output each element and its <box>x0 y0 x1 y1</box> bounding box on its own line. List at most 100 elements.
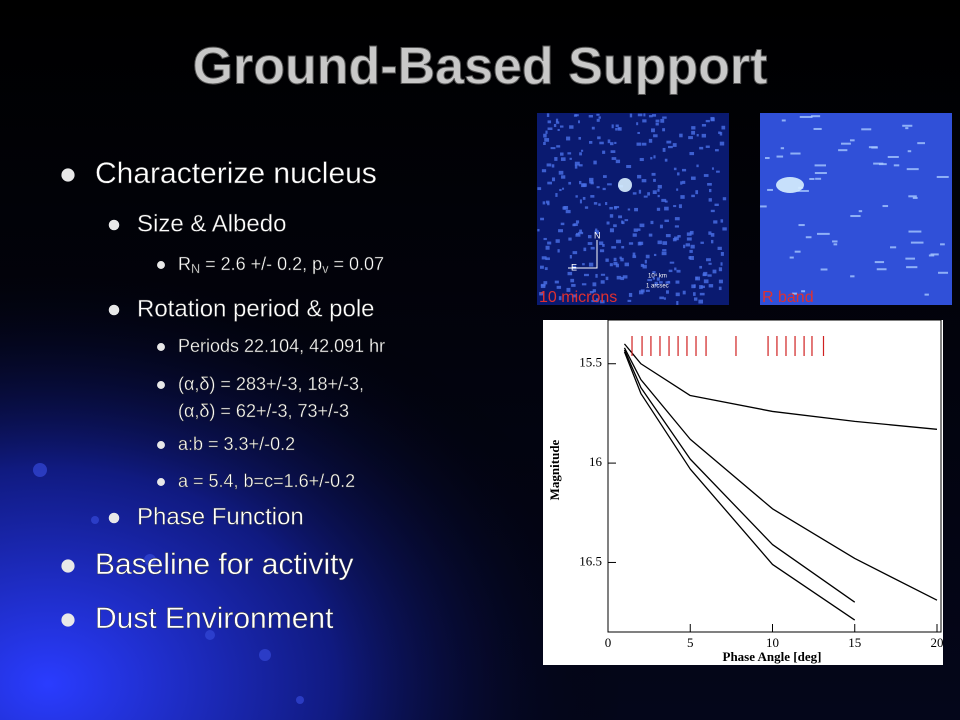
image-speck <box>554 280 559 284</box>
image-speck <box>583 273 589 277</box>
image-label: 1 arcsec <box>646 284 669 290</box>
image-speck <box>645 289 650 292</box>
image-speck <box>718 267 723 272</box>
image-speck <box>551 177 556 182</box>
image-speck <box>809 177 815 180</box>
x-tick-label: 10 <box>766 635 779 650</box>
image-speck <box>578 136 581 140</box>
image-speck <box>545 245 550 250</box>
image-speck <box>674 267 677 271</box>
image-speck <box>637 241 642 246</box>
image-speck <box>574 114 579 117</box>
y-tick-label: 16.5 <box>579 553 602 568</box>
image-speck <box>599 241 604 245</box>
image-speck <box>798 224 805 227</box>
image-speck <box>615 124 619 127</box>
image-speck <box>591 126 595 130</box>
image-speck <box>643 113 646 117</box>
image-speck <box>639 223 645 228</box>
image-speck <box>644 259 647 264</box>
image-speck <box>606 221 610 225</box>
image-speck <box>609 206 613 210</box>
image-speck <box>668 269 673 273</box>
image-speck <box>636 122 639 126</box>
image-speck <box>599 141 604 145</box>
image-speck <box>581 283 587 286</box>
image-speck <box>547 181 553 185</box>
image-speck <box>590 195 595 198</box>
image-speck <box>691 194 695 198</box>
image-speck <box>547 120 552 124</box>
image-speck <box>702 273 707 277</box>
image-speck <box>579 152 582 156</box>
image-speck <box>594 230 599 234</box>
bullet-dot <box>157 261 165 269</box>
image-speck <box>688 136 693 140</box>
bullet-text: (α,δ) = 62+/-3, 73+/-3 <box>178 401 349 421</box>
image-speck <box>776 155 784 158</box>
image-speck <box>648 115 653 118</box>
image-speck <box>797 189 809 192</box>
image-speck <box>545 130 548 134</box>
image-speck <box>589 177 594 181</box>
image-speck <box>690 244 695 249</box>
phase-curve <box>623 347 938 601</box>
image-speck <box>638 290 644 295</box>
image-speck <box>556 145 561 148</box>
image-speck <box>543 281 548 285</box>
image-speck <box>652 277 656 280</box>
bullet-text: Baseline for activity <box>95 548 353 581</box>
image-speck <box>592 282 597 287</box>
image-speck <box>643 195 648 198</box>
image-speck <box>789 256 794 259</box>
image-speck <box>588 262 594 267</box>
y-axis-label: Magnitude <box>547 439 562 500</box>
bullet-dot <box>61 559 75 573</box>
image-speck <box>537 187 542 191</box>
bullet-text: Phase Function <box>137 503 304 530</box>
image-speck <box>910 241 924 244</box>
image-speck <box>691 126 696 130</box>
image-speck <box>669 261 675 264</box>
image-speck <box>559 188 562 192</box>
image-speck <box>713 220 718 224</box>
image-speck <box>602 150 606 154</box>
image-speck <box>677 172 680 176</box>
text-part: v <box>322 262 329 276</box>
image-speck <box>541 256 547 260</box>
image-speck <box>553 124 557 128</box>
image-speck <box>781 119 786 122</box>
x-tick-label: 15 <box>848 635 861 650</box>
y-tick-label: 16 <box>589 454 603 469</box>
image-speck <box>794 250 801 253</box>
image-speck <box>543 141 546 145</box>
image-speck <box>722 197 727 201</box>
image-speck <box>582 263 585 266</box>
image-speck <box>541 169 547 173</box>
image-speck <box>546 113 550 117</box>
image-speck <box>666 140 672 144</box>
image-speck <box>633 228 638 232</box>
bullet-text: Periods 22.104, 42.091 hr <box>178 336 385 356</box>
image-speck <box>558 170 564 175</box>
image-speck <box>707 182 712 186</box>
phase-curve <box>623 349 856 603</box>
image-speck <box>555 121 560 124</box>
bullet-dot <box>108 512 120 524</box>
image-speck <box>805 236 812 239</box>
image-speck <box>579 229 582 233</box>
image-speck <box>873 162 884 165</box>
image-speck <box>621 245 625 249</box>
image-speck <box>712 269 717 274</box>
image-speck <box>583 247 587 252</box>
image-speck <box>627 208 631 211</box>
image-speck <box>609 263 613 267</box>
image-speck <box>696 133 699 137</box>
image-speck <box>568 237 572 241</box>
image-speck <box>636 142 642 146</box>
image-speck <box>940 243 945 246</box>
image-speck <box>663 297 666 300</box>
image-speck <box>575 232 580 236</box>
image-speck <box>609 142 614 146</box>
image-speck <box>651 128 655 133</box>
